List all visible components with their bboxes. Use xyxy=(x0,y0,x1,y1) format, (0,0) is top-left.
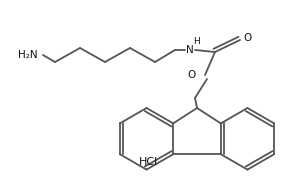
Text: N: N xyxy=(186,45,194,55)
Text: O: O xyxy=(187,70,195,80)
Text: HCl: HCl xyxy=(138,157,158,167)
Text: O: O xyxy=(244,33,252,43)
Text: H₂N: H₂N xyxy=(18,50,38,60)
Text: H: H xyxy=(194,36,201,45)
